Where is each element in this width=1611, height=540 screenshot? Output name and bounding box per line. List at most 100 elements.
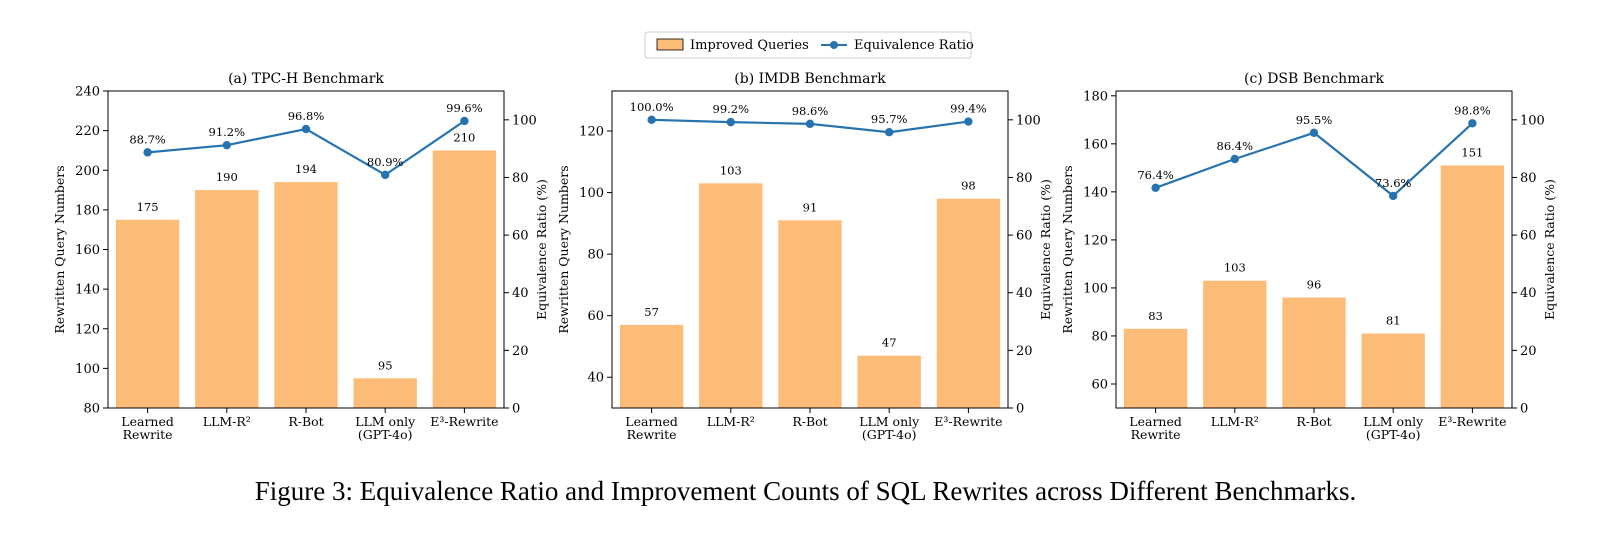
- line-value-label: 98.8%: [1454, 103, 1491, 117]
- line-point: [964, 117, 973, 126]
- y2-tick-label: 80: [1016, 171, 1033, 186]
- line-value-label: 100.0%: [630, 100, 674, 114]
- bar: [353, 378, 417, 408]
- bar: [1282, 297, 1346, 408]
- bar: [1440, 165, 1505, 408]
- y2-tick-label: 60: [1016, 229, 1033, 244]
- line-value-label: 76.4%: [1137, 168, 1174, 182]
- bar-value-label: 194: [295, 162, 317, 176]
- bar-value-label: 81: [1386, 314, 1401, 328]
- y-tick-label: 120: [1083, 233, 1108, 248]
- line-value-label: 99.4%: [950, 102, 987, 116]
- x-tick-label: E³-Rewrite: [430, 414, 498, 429]
- legend-bar-swatch: [656, 38, 684, 51]
- x-tick-label: R-Bot: [1296, 414, 1331, 429]
- bar: [432, 150, 497, 408]
- bar: [1123, 328, 1188, 408]
- bar-value-label: 210: [453, 130, 475, 144]
- line-point: [381, 170, 390, 180]
- y-tick-label: 80: [1091, 329, 1108, 344]
- y-tick-label: 100: [579, 186, 604, 201]
- y2-tick-label: 40: [512, 286, 529, 301]
- figure-caption: Figure 3: Equivalence Ratio and Improvem…: [254, 476, 1357, 506]
- y-tick-label: 240: [75, 85, 100, 100]
- line-value-label: 95.7%: [871, 112, 908, 126]
- y-tick-label: 200: [75, 164, 100, 179]
- y2-axis-label: Equivalence Ratio (%): [534, 179, 549, 320]
- y-tick-label: 120: [579, 125, 604, 140]
- y2-axis-label: Equivalence Ratio (%): [1542, 179, 1557, 320]
- chart-panel-imdb: 57 103 91 47 98 100.0% 99.2% 98.6% 95.7% 99.4% 40 6…: [556, 71, 1053, 442]
- bar: [274, 182, 338, 408]
- y-tick-label: 160: [1083, 137, 1108, 152]
- bar-value-label: 175: [137, 200, 159, 214]
- bar-value-label: 96: [1307, 278, 1322, 292]
- line-point: [222, 140, 231, 150]
- y-axis-label: Rewritten Query Numbers: [52, 165, 67, 333]
- x-tick-label: E³-Rewrite: [934, 414, 1002, 429]
- x-tick-label: Learned Rewrite: [625, 414, 678, 442]
- bar: [619, 324, 684, 408]
- x-tick-label: R-Bot: [792, 414, 827, 429]
- bar-value-label: 103: [720, 163, 742, 177]
- y2-tick-label: 40: [1016, 286, 1033, 301]
- bar-value-label: 83: [1148, 309, 1163, 323]
- y-tick-label: 100: [75, 362, 100, 377]
- y2-tick-label: 0: [1520, 402, 1528, 417]
- line-value-label: 91.2%: [209, 125, 246, 139]
- y2-tick-label: 80: [512, 171, 529, 186]
- y2-tick-label: 0: [1016, 402, 1024, 417]
- y2-tick-label: 40: [1520, 286, 1537, 301]
- chart-title: (b) IMDB Benchmark: [734, 71, 886, 87]
- y2-tick-label: 20: [512, 344, 529, 359]
- bar: [857, 355, 921, 408]
- line-point: [1230, 154, 1240, 164]
- y-tick-label: 40: [587, 371, 604, 386]
- legend-frame: [644, 31, 972, 59]
- line-point: [885, 128, 894, 137]
- x-tick-label: LLM only (GPT-4o): [1363, 414, 1424, 442]
- line-value-label: 96.8%: [288, 109, 325, 123]
- x-tick-label: LLM only (GPT-4o): [355, 414, 416, 442]
- legend-line-label: Equivalence Ratio: [854, 38, 974, 53]
- figure: Improved Queries Equivalence Ratio 175 19…: [52, 31, 1557, 442]
- line-value-label: 86.4%: [1217, 139, 1254, 153]
- bar: [699, 183, 763, 408]
- bar-value-label: 95: [378, 358, 393, 372]
- y2-tick-label: 20: [1016, 344, 1033, 359]
- bar-value-label: 190: [216, 170, 238, 184]
- bar-value-label: 91: [803, 200, 818, 214]
- y-tick-label: 80: [587, 248, 604, 263]
- y-tick-label: 60: [1091, 377, 1108, 392]
- legend-bar-label: Improved Queries: [690, 38, 809, 53]
- line-point: [301, 124, 311, 134]
- y-tick-label: 180: [75, 203, 100, 218]
- y2-tick-label: 0: [512, 402, 520, 417]
- y2-axis-label: Equivalence Ratio (%): [1038, 179, 1053, 320]
- line-value-label: 99.6%: [446, 101, 483, 115]
- y2-tick-label: 100: [1016, 113, 1041, 128]
- bar-value-label: 103: [1224, 261, 1246, 275]
- x-tick-label: Learned Rewrite: [1129, 414, 1182, 442]
- y-tick-label: 140: [75, 283, 100, 298]
- line-value-label: 80.9%: [367, 155, 404, 169]
- y-tick-label: 180: [1083, 89, 1108, 104]
- y-tick-label: 120: [75, 322, 100, 337]
- x-tick-label: E³-Rewrite: [1438, 414, 1506, 429]
- y-tick-label: 80: [83, 402, 100, 417]
- bar: [115, 219, 180, 408]
- line-point: [1468, 119, 1477, 128]
- line-point: [1389, 191, 1398, 201]
- y-tick-label: 60: [587, 309, 604, 324]
- line-point: [460, 116, 469, 126]
- line-value-label: 99.2%: [713, 102, 750, 116]
- chart-panel-tpch: 175 190 194 95 210 88.7% 91.2% 96.8% 80.9% 99.6% 8…: [52, 71, 549, 442]
- y-axis-label: Rewritten Query Numbers: [556, 165, 571, 333]
- y-tick-label: 160: [75, 243, 100, 258]
- line-value-label: 73.6%: [1375, 176, 1412, 190]
- y-tick-label: 220: [75, 124, 100, 139]
- chart-title: (a) TPC-H Benchmark: [228, 71, 384, 87]
- bar-value-label: 47: [882, 336, 897, 350]
- line-value-label: 88.7%: [129, 132, 166, 146]
- chart-panel-dsb: 83 103 96 81 151 76.4% 86.4% 95.5% 73.6% 98.8% 60 8…: [1060, 71, 1557, 442]
